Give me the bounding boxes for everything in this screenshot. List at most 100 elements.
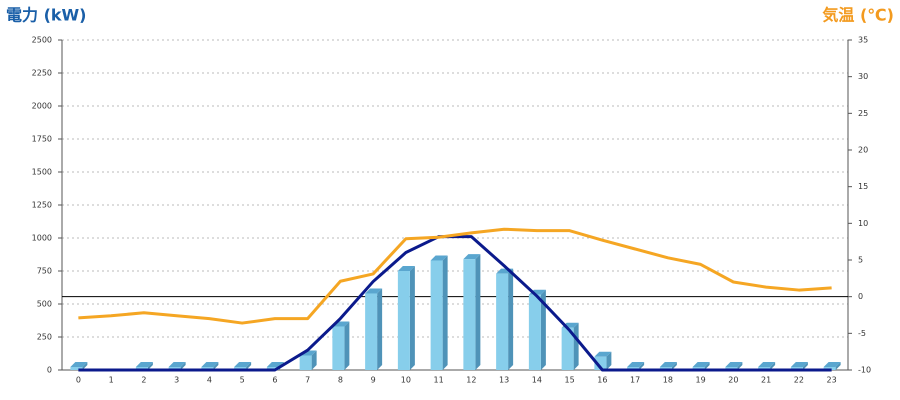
x-tick-label: 23 <box>827 376 837 385</box>
bar-side <box>213 362 219 370</box>
bar-top <box>692 362 710 367</box>
bar-top <box>463 254 481 260</box>
bar-top <box>365 288 383 294</box>
bar-top <box>725 362 743 367</box>
x-tick-label: 1 <box>109 376 114 385</box>
bar-side <box>737 362 743 370</box>
x-tick-label: 8 <box>338 376 343 385</box>
bar-top <box>627 362 645 367</box>
bar <box>397 271 410 370</box>
y2-tick-label: 15 <box>858 182 868 191</box>
y2-tick-label: -5 <box>858 329 866 338</box>
x-tick-label: 12 <box>466 376 476 385</box>
x-tick-label: 2 <box>141 376 146 385</box>
bar-side <box>704 362 710 370</box>
x-tick-label: 7 <box>305 376 310 385</box>
y-tick-label: 1000 <box>32 234 52 243</box>
bar-side <box>770 362 776 370</box>
x-tick-label: 9 <box>371 376 376 385</box>
bar-side <box>540 289 546 370</box>
y2-tick-label: 30 <box>858 72 868 81</box>
bar-top <box>594 351 612 357</box>
bar-top <box>135 362 153 367</box>
y-tick-label: 1750 <box>32 135 52 144</box>
y2-tick-label: 25 <box>858 109 868 118</box>
bar <box>332 326 345 370</box>
x-tick-label: 18 <box>663 376 673 385</box>
bar-top <box>70 362 88 367</box>
bar-top <box>823 362 841 367</box>
bar-side <box>606 351 612 370</box>
y-tick-label: 250 <box>37 333 52 342</box>
x-tick-label: 0 <box>76 376 81 385</box>
bar-side <box>246 362 252 370</box>
y2-tick-label: -10 <box>858 366 871 375</box>
x-tick-label: 11 <box>434 376 444 385</box>
x-tick-label: 22 <box>794 376 804 385</box>
x-tick-label: 5 <box>240 376 245 385</box>
bar-side <box>639 362 645 370</box>
bar-side <box>311 350 317 370</box>
bar <box>528 294 541 370</box>
bar-top <box>201 362 219 367</box>
y-tick-label: 2500 <box>32 36 52 45</box>
bar-side <box>82 362 88 370</box>
bar-side <box>344 321 350 370</box>
x-tick-label: 14 <box>532 376 542 385</box>
y-axis-title: 電力 (kW) <box>6 6 87 25</box>
bar-side <box>442 255 448 370</box>
bar-side <box>508 268 514 370</box>
bar-top <box>397 266 415 271</box>
y2-tick-label: 0 <box>858 292 863 301</box>
bar <box>561 327 574 370</box>
x-tick-label: 16 <box>597 376 607 385</box>
x-tick-label: 17 <box>630 376 640 385</box>
y-tick-label: 1500 <box>32 168 52 177</box>
y-tick-label: 0 <box>47 366 52 375</box>
bar-top <box>790 362 808 367</box>
bar-side <box>180 362 186 370</box>
x-tick-label: 20 <box>728 376 738 385</box>
line <box>78 235 832 372</box>
bar <box>70 367 83 370</box>
x-tick-label: 19 <box>696 376 706 385</box>
y2-axis-title: 気温 (℃) <box>822 6 894 25</box>
bar-top <box>659 362 677 367</box>
y2-tick-label: 10 <box>858 219 868 228</box>
bar <box>463 259 476 370</box>
x-tick-label: 6 <box>272 376 277 385</box>
bar-top <box>234 362 252 367</box>
y-tick-label: 750 <box>37 267 52 276</box>
line <box>78 227 832 325</box>
bar-top <box>168 362 186 367</box>
y-tick-label: 2000 <box>32 102 52 111</box>
bar-side <box>671 362 677 370</box>
bar-side <box>573 322 579 370</box>
bar-top <box>758 362 776 367</box>
y2-tick-label: 20 <box>858 146 868 155</box>
y-tick-label: 500 <box>37 300 52 309</box>
bar-side <box>377 288 383 370</box>
bar-side <box>409 266 415 370</box>
bar-top <box>430 255 448 261</box>
bar <box>430 260 443 370</box>
bar-side <box>835 362 841 370</box>
bar <box>299 355 312 370</box>
bar-side <box>147 362 153 370</box>
y-tick-label: 1250 <box>32 201 52 210</box>
x-tick-label: 15 <box>565 376 575 385</box>
x-tick-label: 21 <box>761 376 771 385</box>
bar <box>365 293 378 370</box>
x-tick-label: 4 <box>207 376 212 385</box>
x-tick-label: 10 <box>401 376 411 385</box>
bar-side <box>475 254 481 370</box>
x-tick-label: 13 <box>499 376 509 385</box>
x-tick-label: 3 <box>174 376 179 385</box>
y-tick-label: 2250 <box>32 69 52 78</box>
bar <box>496 273 509 370</box>
y2-tick-label: 5 <box>858 256 863 265</box>
bar-side <box>802 362 808 370</box>
bar <box>594 356 607 370</box>
y2-tick-label: 35 <box>858 36 868 45</box>
